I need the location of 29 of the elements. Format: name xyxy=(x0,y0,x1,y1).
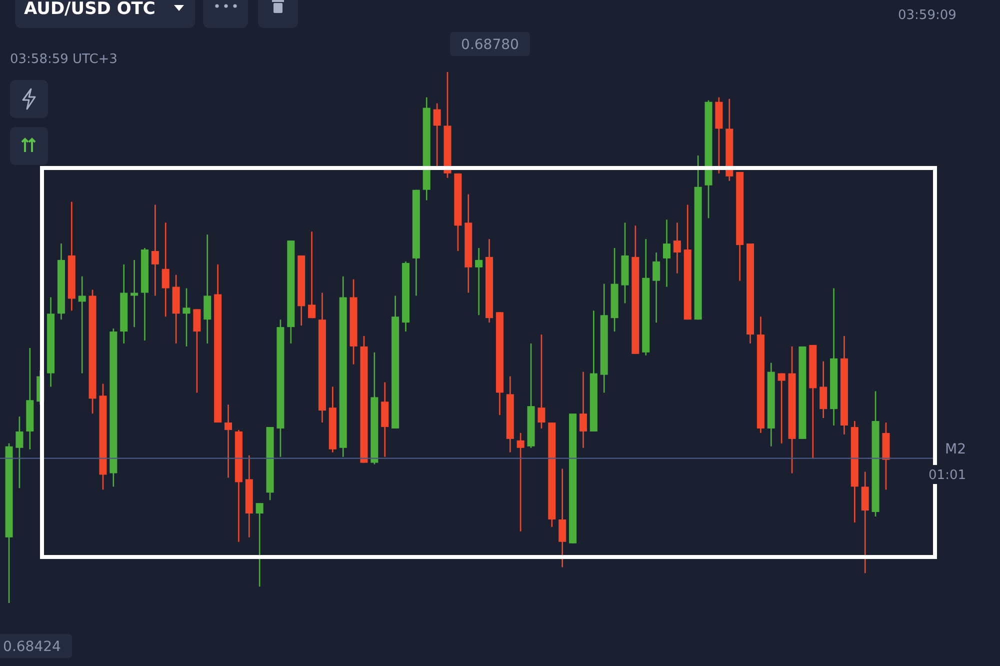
candlestick xyxy=(204,234,212,344)
candlestick xyxy=(558,468,566,568)
candlestick xyxy=(224,404,232,478)
text: 01:01 xyxy=(928,468,966,483)
text: 0.68424 xyxy=(3,639,62,655)
candlestick xyxy=(193,308,201,394)
candlestick xyxy=(861,471,869,574)
candlestick xyxy=(162,222,170,318)
candlestick xyxy=(820,360,828,419)
candlestick xyxy=(433,102,441,168)
chart-title: AUD/USD OTC xyxy=(24,0,156,19)
candlestick xyxy=(308,230,316,319)
candlestick xyxy=(652,252,660,324)
candlestick xyxy=(778,372,786,444)
candlestick xyxy=(662,219,670,288)
candlestick xyxy=(538,334,546,430)
text: 0.68780 xyxy=(461,37,519,53)
ref-line-label: M2 xyxy=(945,441,966,458)
candlestick xyxy=(475,247,483,316)
text: 03:58:59 UTC+3 xyxy=(10,52,118,67)
candlestick xyxy=(673,222,681,274)
candlestick xyxy=(182,288,190,348)
candlestick xyxy=(516,432,524,532)
candlestick xyxy=(16,416,24,489)
text: 03:59:09 xyxy=(898,8,956,23)
candlestick xyxy=(151,204,159,296)
candlestick xyxy=(78,276,86,374)
candlestick xyxy=(256,502,264,588)
candlestick xyxy=(579,371,587,449)
